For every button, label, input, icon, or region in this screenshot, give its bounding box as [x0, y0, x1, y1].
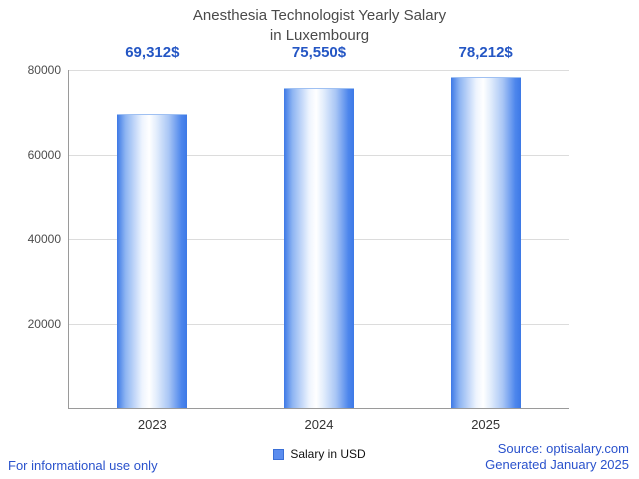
footer-source-block: Source: optisalary.com Generated January…	[485, 441, 629, 474]
x-axis-tick-label: 2025	[471, 417, 501, 432]
bar-value-label: 69,312$	[125, 44, 180, 61]
legend-swatch-icon	[273, 448, 285, 460]
bar-value-label: 75,550$	[291, 44, 347, 61]
chart-title-line2: in Luxembourg	[269, 26, 370, 44]
bar-2024	[284, 87, 354, 408]
y-axis-tick-label: 80000	[27, 63, 61, 77]
x-axis-tick-label: 2024	[304, 417, 334, 432]
y-axis-tick-label: 60000	[27, 147, 61, 162]
gridline	[69, 70, 569, 71]
legend-label: Salary in USD	[290, 447, 366, 461]
disclaimer-text: For informational use only	[8, 458, 158, 473]
legend: Salary in USD	[0, 447, 639, 463]
bar-2023	[117, 114, 188, 408]
y-axis-tick-label: 40000	[27, 232, 61, 246]
x-axis-tick-label: 2023	[137, 417, 167, 432]
chart-title: Anesthesia Technologist Yearly Salary in…	[0, 6, 639, 45]
source-link[interactable]: Source: optisalary.com	[497, 440, 629, 456]
plot-area: 20000 40000 60000 80000 69,312$ 2023 75,550$ 20…	[28, 44, 569, 432]
bar-value-label: 78,212$	[458, 44, 513, 61]
chart-title-line1: Anesthesia Technologist Yearly Salary	[192, 7, 447, 24]
generated-date: Generated January 2025	[485, 456, 629, 472]
y-axis-tick-label: 20000	[27, 316, 61, 331]
bar-2025	[450, 76, 521, 408]
